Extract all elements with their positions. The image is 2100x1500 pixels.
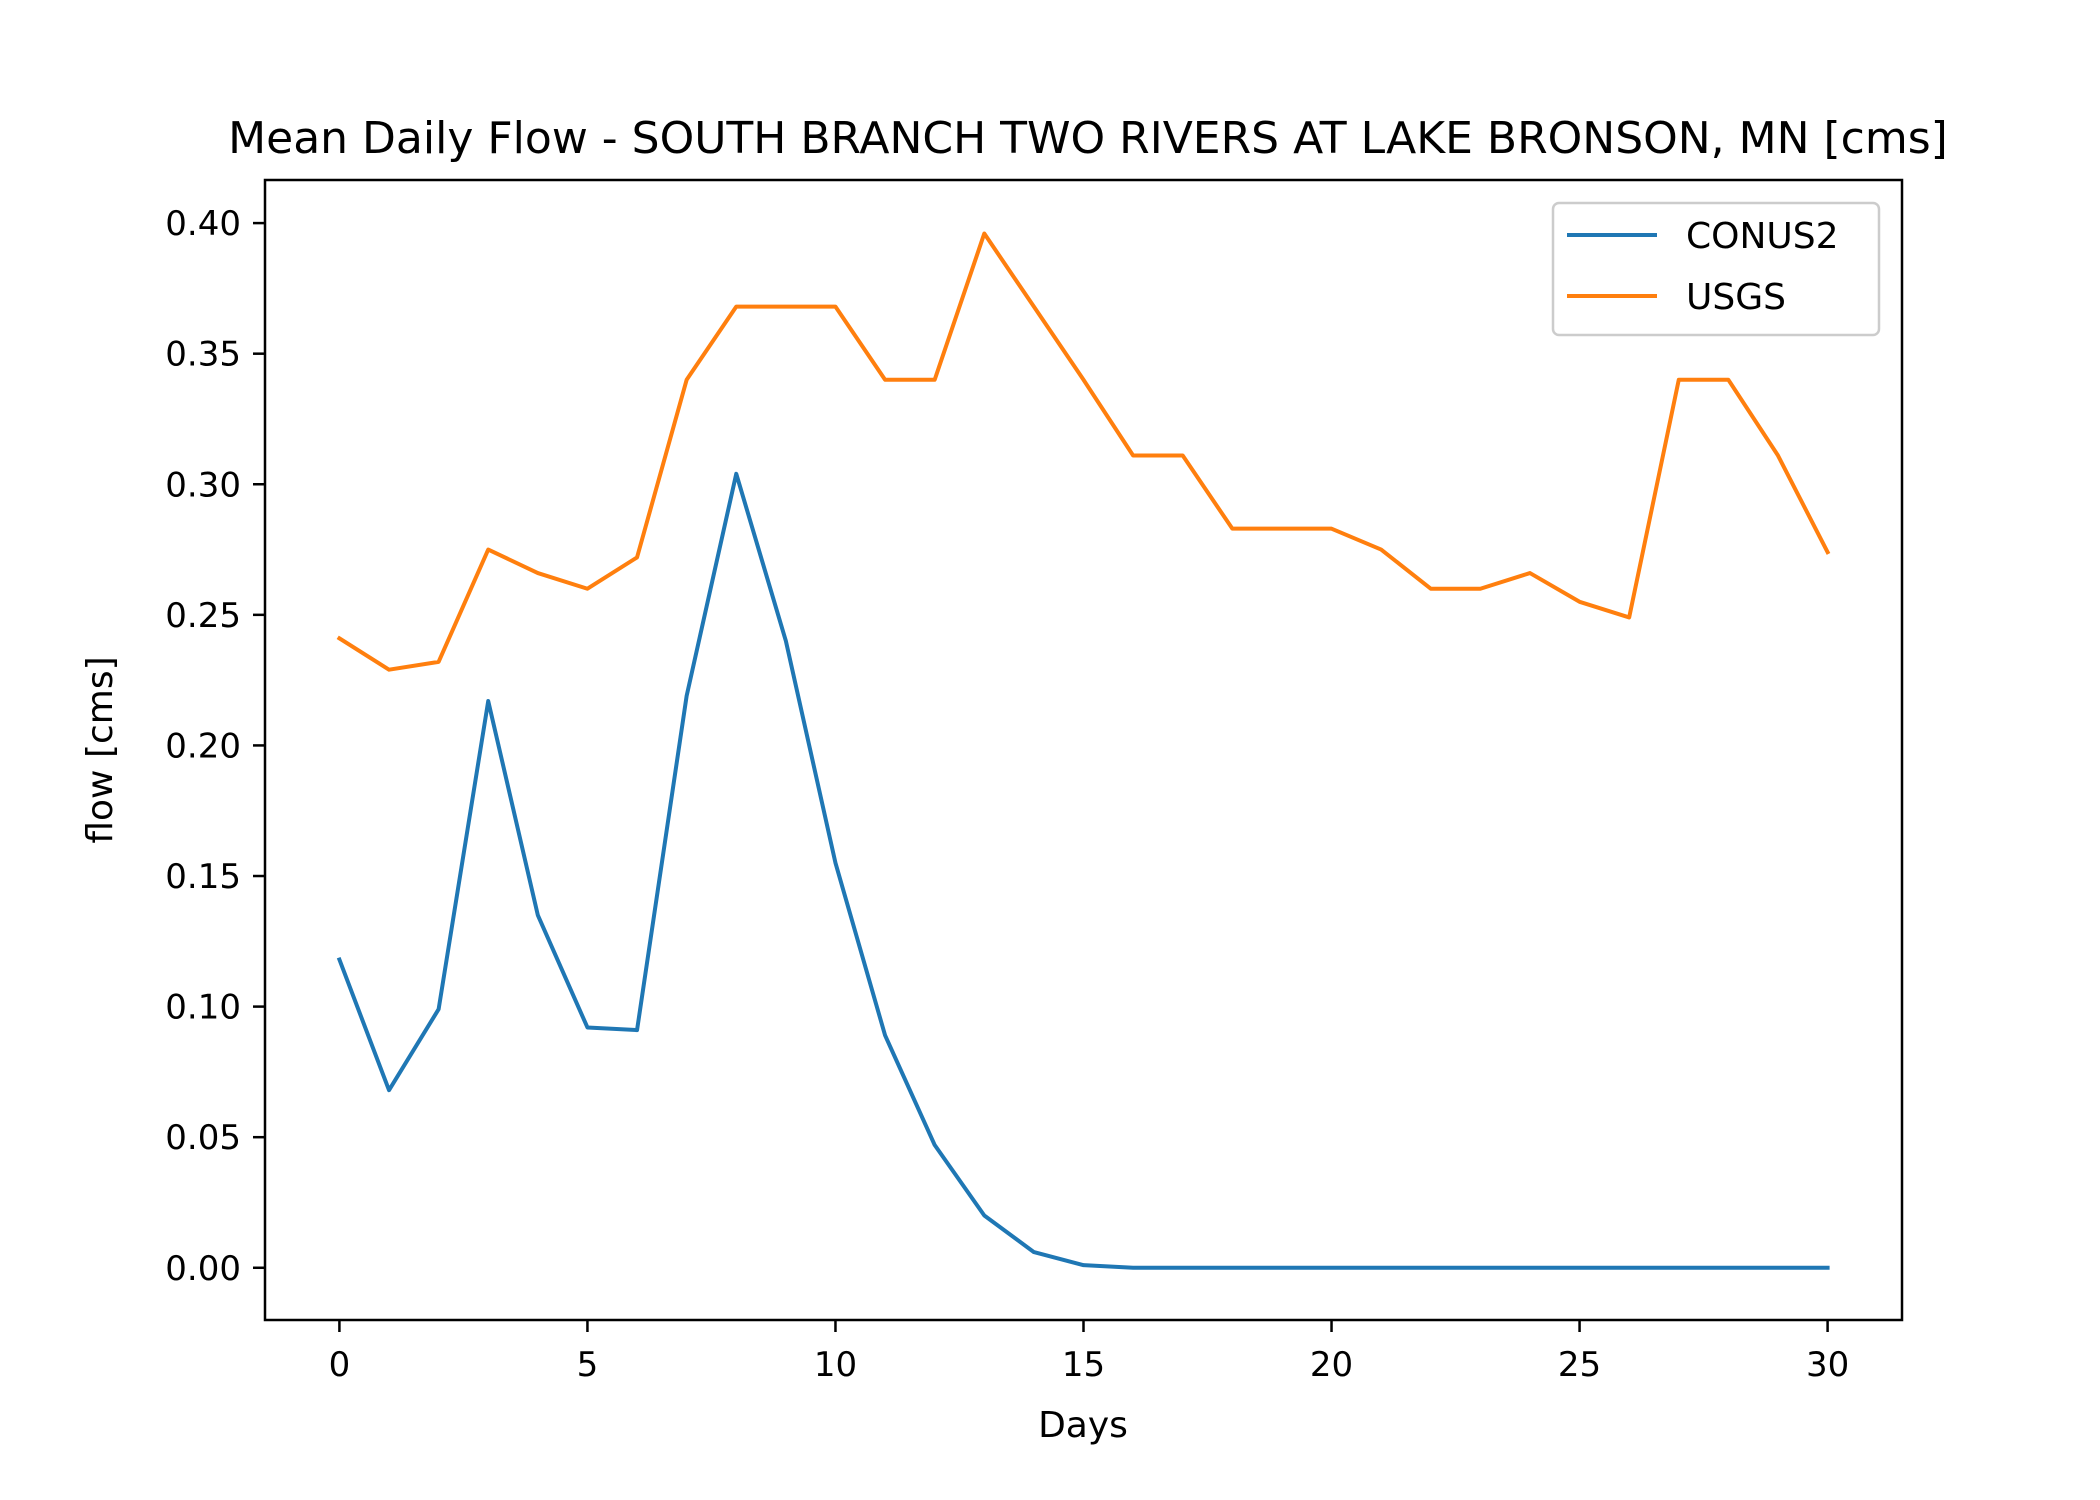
y-axis-ticks: 0.00 0.05 0.10 0.15 0.20 0.25 0.30 0.35 0.40 (165, 204, 265, 1289)
y-tick-label: 0.20 (165, 726, 241, 766)
x-tick-label: 10 (814, 1345, 857, 1385)
x-tick-label: 25 (1558, 1345, 1601, 1385)
y-tick-label: 0.05 (165, 1118, 241, 1158)
x-axis-ticks: 0 5 10 15 20 25 30 (329, 1320, 1849, 1385)
x-tick-label: 20 (1310, 1345, 1353, 1385)
legend: CONUS2 USGS (1551, 201, 1881, 337)
x-tick-label: 5 (577, 1345, 599, 1385)
y-tick-label: 0.35 (165, 335, 241, 375)
x-tick-label: 0 (329, 1345, 351, 1385)
x-axis-label: Days (1038, 1405, 1128, 1446)
y-tick-label: 0.10 (165, 988, 241, 1028)
y-tick-label: 0.00 (165, 1249, 241, 1289)
legend-label-usgs: USGS (1686, 277, 1786, 318)
series-layer (336, 231, 1831, 1270)
y-tick-label: 0.15 (165, 857, 241, 897)
legend-label-conus2: CONUS2 (1686, 216, 1839, 257)
chart-title: Mean Daily Flow - SOUTH BRANCH TWO RIVER… (228, 113, 1948, 164)
x-tick-label: 30 (1806, 1345, 1849, 1385)
x-tick-label: 15 (1062, 1345, 1105, 1385)
y-tick-label: 0.30 (165, 465, 241, 505)
y-axis-label: flow [cms] (80, 656, 121, 843)
y-tick-label: 0.25 (165, 596, 241, 636)
y-tick-label: 0.40 (165, 204, 241, 244)
